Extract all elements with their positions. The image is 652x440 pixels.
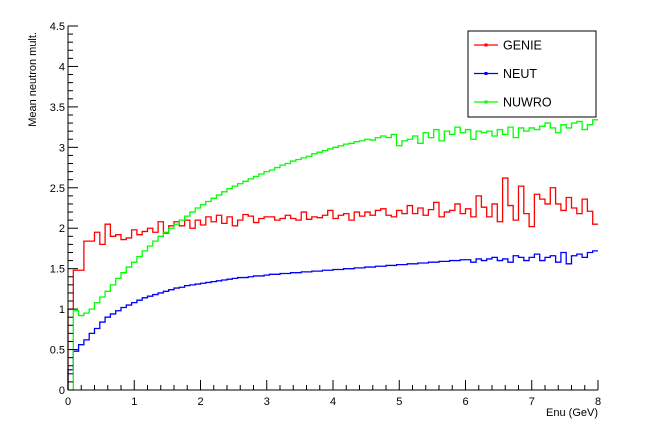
legend-marker-genie (484, 43, 488, 47)
legend-label-neut: NEUT (503, 67, 537, 81)
y-tick-label: 2.5 (50, 183, 65, 195)
x-tick-label: 4 (330, 396, 336, 408)
y-axis-title: Mean neutron mult. (27, 32, 39, 127)
x-tick-label: 7 (529, 396, 535, 408)
legend: GENIE NEUT NUWRO (467, 30, 597, 118)
x-tick-label: 0 (65, 396, 71, 408)
y-tick-label: 4.5 (50, 21, 65, 33)
y-tick-label: 1 (59, 304, 65, 316)
y-tick-label: 4 (59, 61, 65, 73)
y-tick-label: 0 (59, 385, 65, 397)
plot-series (67, 119, 598, 391)
legend-label-nuwro: NUWRO (503, 96, 552, 110)
x-tick-label: 8 (595, 396, 601, 408)
x-tick-label: 5 (396, 396, 402, 408)
series-line-neut (67, 250, 598, 390)
x-tick-label: 1 (131, 396, 137, 408)
y-tick-label: 3.5 (50, 102, 65, 114)
legend-label-genie: GENIE (503, 39, 542, 53)
x-tick-label: 3 (264, 396, 270, 408)
x-tick-label: 6 (462, 396, 468, 408)
y-tick-label: 1.5 (50, 264, 65, 276)
x-axis-title: Enu (GeV) (546, 407, 598, 419)
series-line-nuwro (68, 119, 598, 391)
series-line-genie (67, 177, 598, 390)
legend-marker-nuwro (484, 100, 488, 104)
x-axis-ticks: 0 1 2 3 4 5 6 7 8 (65, 380, 601, 408)
legend-marker-neut (484, 72, 488, 75)
y-tick-label: 3 (59, 142, 65, 154)
y-tick-label: 2 (59, 223, 65, 235)
x-tick-label: 2 (197, 396, 203, 408)
y-tick-label: 0.5 (50, 345, 65, 357)
y-axis-ticks: 0 0.5 1 1.5 2 2.5 3 3.5 4 4.5 (50, 21, 78, 397)
